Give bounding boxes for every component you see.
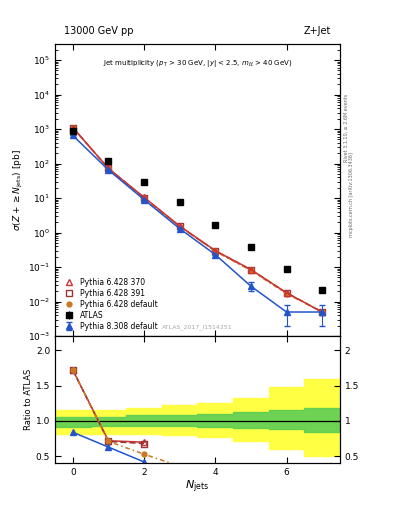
Pythia 6.428 370 [70,124,75,131]
Pythia 6.428 default [320,309,325,315]
Pythia 6.428 default [70,124,75,131]
Line: Pythia 6.428 391: Pythia 6.428 391 [70,125,325,315]
Pythia 6.428 default [284,291,289,297]
Y-axis label: Ratio to ATLAS: Ratio to ATLAS [24,369,33,431]
Text: Z+Jet: Z+Jet [304,26,331,36]
Pythia 6.428 370 [213,248,218,254]
Pythia 6.428 default [106,165,111,172]
Pythia 6.428 370 [177,223,182,229]
Text: 13000 GeV pp: 13000 GeV pp [64,26,133,36]
Pythia 6.428 391 [213,248,218,254]
X-axis label: $N_\mathrm{jets}$: $N_\mathrm{jets}$ [185,479,209,495]
Line: Pythia 6.428 default: Pythia 6.428 default [70,125,325,314]
Pythia 6.428 default [213,248,218,254]
Pythia 6.428 370 [142,194,147,200]
Pythia 6.428 default [248,267,253,273]
Text: ATLAS_2017_I1514251: ATLAS_2017_I1514251 [162,325,233,330]
Text: mcplots.cern.ch [arXiv:1306.3436]: mcplots.cern.ch [arXiv:1306.3436] [349,152,354,237]
Pythia 6.428 391 [177,223,182,229]
Pythia 6.428 370 [106,165,111,172]
Y-axis label: $\sigma(Z + \geq N_\mathrm{jets})$ [pb]: $\sigma(Z + \geq N_\mathrm{jets})$ [pb] [12,149,25,231]
Pythia 6.428 391 [284,290,289,296]
Pythia 6.428 370 [320,309,325,315]
Text: Jet multiplicity ($p_\mathrm{T}$ > 30 GeV, $|y|$ < 2.5, $m_{\ell\ell}$ > 40 GeV): Jet multiplicity ($p_\mathrm{T}$ > 30 Ge… [103,58,292,69]
Text: Rivet 3.1.10, ≥ 2.6M events: Rivet 3.1.10, ≥ 2.6M events [344,94,349,162]
Pythia 6.428 default [177,223,182,229]
Pythia 6.428 391 [248,267,253,273]
Pythia 6.428 391 [320,309,325,315]
Pythia 6.428 default [142,195,147,201]
Pythia 6.428 370 [248,266,253,272]
Pythia 6.428 370 [284,290,289,296]
Line: Pythia 6.428 370: Pythia 6.428 370 [70,125,325,315]
Legend: Pythia 6.428 370, Pythia 6.428 391, Pythia 6.428 default, ATLAS, Pythia 8.308 de: Pythia 6.428 370, Pythia 6.428 391, Pyth… [59,276,160,332]
Pythia 6.428 391 [70,124,75,131]
Pythia 6.428 391 [142,195,147,201]
Pythia 6.428 391 [106,165,111,172]
